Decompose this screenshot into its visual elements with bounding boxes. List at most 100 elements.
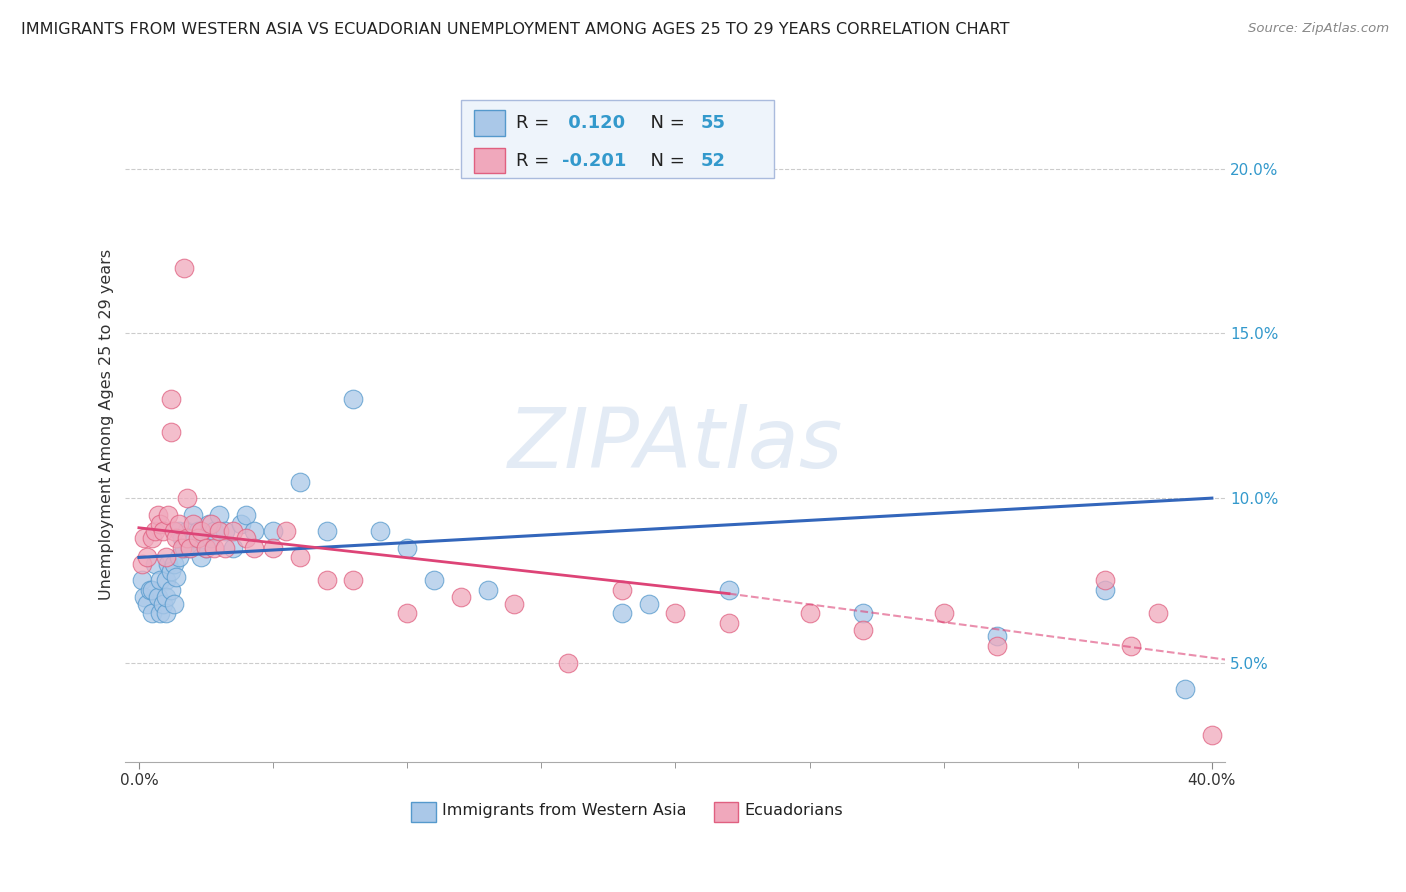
Point [718,616,741,631]
Text: R =: R = [516,152,555,169]
Point [208,508,231,522]
Point [208,524,231,538]
Point [222,524,245,538]
Point [1201,728,1223,742]
Point [235,531,257,545]
Point [423,574,446,588]
Point [141,531,163,545]
Point [197,517,219,532]
Point [190,524,212,538]
Point [176,531,198,545]
Point [181,517,204,532]
Point [637,597,659,611]
Point [163,597,186,611]
Point [170,541,193,555]
Point [288,475,311,489]
Y-axis label: Unemployment Among Ages 25 to 29 years: Unemployment Among Ages 25 to 29 years [100,249,114,599]
Text: N =: N = [640,114,690,132]
Point [160,392,183,407]
Point [368,524,391,538]
Text: N =: N = [640,152,690,169]
Point [131,574,153,588]
Point [173,541,195,555]
Point [243,524,266,538]
Point [155,590,177,604]
Point [1094,583,1116,598]
Point [214,524,236,538]
Point [243,541,266,555]
Point [200,517,222,532]
Point [1174,682,1197,697]
Point [141,607,163,621]
Point [146,590,169,604]
Point [1147,607,1170,621]
FancyBboxPatch shape [474,148,505,173]
Point [163,524,186,538]
Point [262,541,284,555]
Point [173,260,195,275]
Point [503,597,526,611]
Point [167,524,190,538]
Point [1094,574,1116,588]
Point [187,524,209,538]
Point [202,524,225,538]
Point [165,531,187,545]
FancyBboxPatch shape [412,802,436,822]
Point [396,541,419,555]
Point [157,557,180,571]
Point [157,508,180,522]
Point [136,597,159,611]
Text: R =: R = [516,114,555,132]
Point [155,550,177,565]
Point [202,541,225,555]
Point [155,607,177,621]
Point [170,531,193,545]
Point [167,550,190,565]
Point [1254,583,1277,598]
Point [149,517,172,532]
Point [342,392,364,407]
Point [200,531,222,545]
Point [852,607,875,621]
Point [1121,640,1143,654]
Text: -0.201: -0.201 [562,152,627,169]
FancyBboxPatch shape [714,802,738,822]
Point [149,574,172,588]
Text: Source: ZipAtlas.com: Source: ZipAtlas.com [1249,22,1389,36]
Text: 0.120: 0.120 [562,114,626,132]
Point [187,531,209,545]
Point [932,607,955,621]
Point [852,623,875,637]
Point [136,550,159,565]
Point [160,425,183,440]
Point [718,583,741,598]
Text: Immigrants from Western Asia: Immigrants from Western Asia [443,804,686,819]
Point [557,656,579,670]
Point [610,583,633,598]
Point [165,570,187,584]
Point [131,557,153,571]
Point [134,590,156,604]
Point [179,541,201,555]
Point [143,557,166,571]
FancyBboxPatch shape [474,111,505,136]
FancyBboxPatch shape [461,100,775,178]
Point [176,491,198,505]
Point [610,607,633,621]
Point [342,574,364,588]
Point [396,607,419,621]
Point [181,508,204,522]
Point [262,524,284,538]
Point [229,517,252,532]
Point [477,583,499,598]
Point [176,524,198,538]
Point [288,550,311,565]
Point [214,541,236,555]
Text: Ecuadorians: Ecuadorians [745,804,844,819]
Point [315,524,337,538]
Point [276,524,298,538]
Point [179,541,201,555]
Point [194,541,217,555]
Point [986,630,1008,644]
Text: 55: 55 [700,114,725,132]
